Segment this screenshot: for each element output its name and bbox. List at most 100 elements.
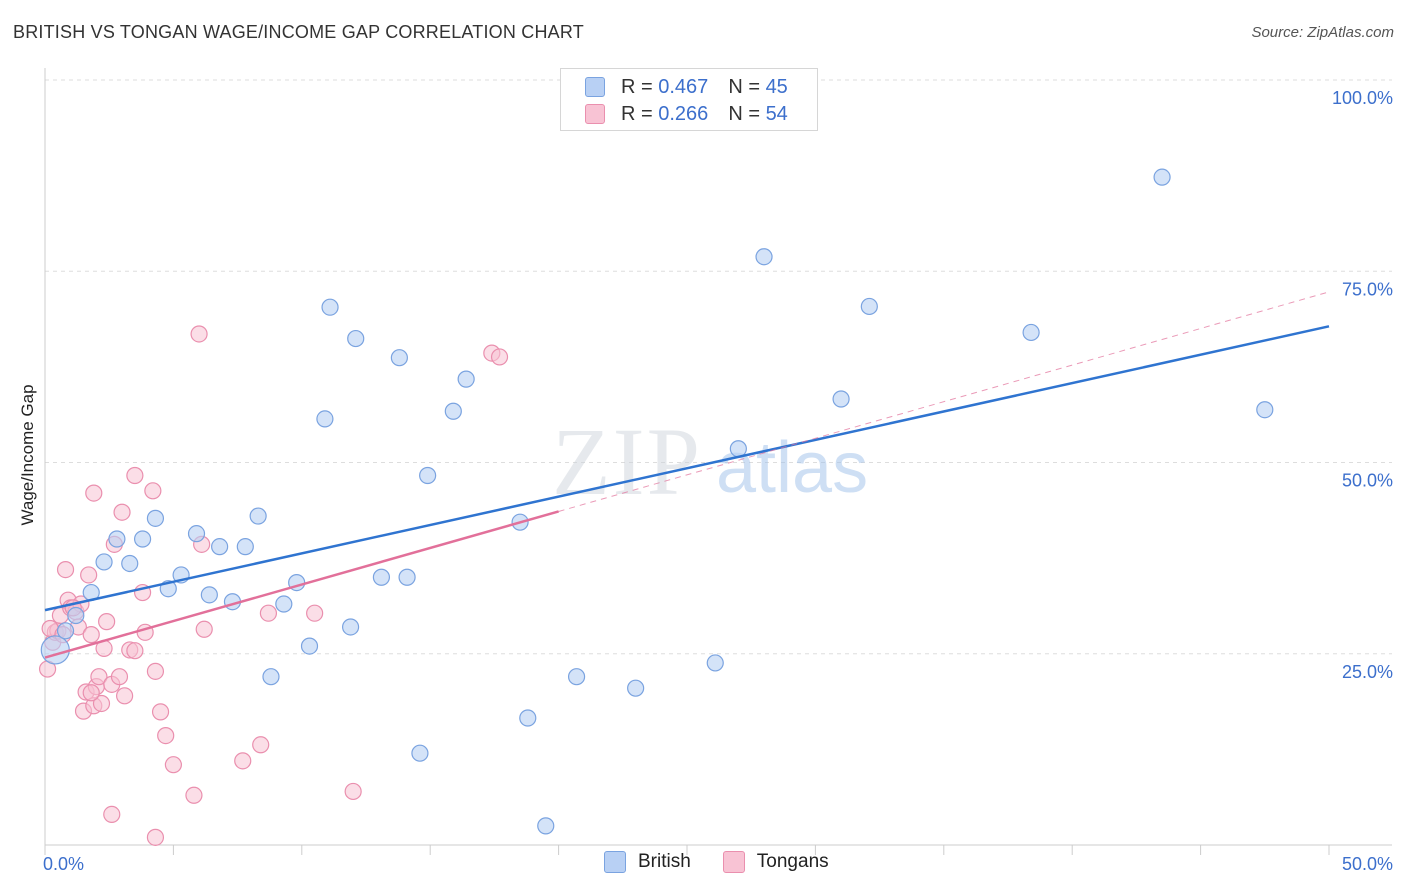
british-point [444,402,462,420]
british-point [860,297,878,316]
british-legend-swatch [604,851,626,873]
y-tick-label: 75.0% [1342,279,1393,299]
legend-item-british[interactable]: British [604,851,691,873]
legend-item-tongans[interactable]: Tongans [722,851,829,873]
british-point [755,248,773,266]
british-point [627,679,645,697]
source-label: Source: ZipAtlas.com [1251,24,1394,41]
tongan-point [126,466,144,485]
tongan-point [190,325,208,343]
tongan-point [92,694,111,713]
british-point [706,654,724,672]
x-tick-label: 50.0% [1342,854,1393,874]
british-point [95,553,113,571]
british-point [40,635,70,665]
british-r-value: 0.467 [658,75,709,98]
tongan-point [85,484,103,502]
tongan-point [164,756,182,774]
tongan-points [38,325,509,846]
british-n-label: N = [728,75,760,98]
british-point [519,709,537,727]
british-legend-label: British [638,851,691,872]
british-swatch [585,77,605,97]
british-point [300,637,319,655]
tongan-point [90,668,108,686]
british-point [211,538,229,556]
tongan-point [103,805,121,824]
tongan-point [110,668,129,686]
british-point [567,668,586,686]
y-tick-label: 100.0% [1332,88,1393,108]
tongan-point [195,620,213,638]
british-point [275,595,293,613]
tongan-trend-line [44,510,559,659]
british-point [1022,323,1040,342]
tongan-point [113,503,131,521]
british-point [832,390,850,408]
british-point [236,538,254,556]
british-point [133,530,152,548]
legend-row-tongan: R = 0.266 N = 54 [585,103,788,125]
british-point [537,817,555,835]
tongan-point [146,828,165,846]
british-trend-line [44,325,1330,612]
stats-legend: R = 0.467 N = 45 R = 0.266 N = 54 [560,68,818,131]
tongan-n-label: N = [728,102,760,125]
trend-lines [44,291,1330,659]
tongan-r-value: 0.266 [658,102,709,125]
tongan-trend-extension [558,291,1330,512]
tongan-point [144,482,162,500]
tongan-point [344,782,362,801]
y-tick-label: 25.0% [1342,662,1393,682]
tongan-point [80,566,98,584]
tongan-point [126,642,144,660]
british-point [347,329,365,348]
watermark: ZIP atlas [552,408,868,515]
tick-labels: 25.0% 50.0% 75.0% 100.0% 0.0% 50.0% [43,88,1393,874]
british-point [321,298,339,316]
tongan-point [185,786,203,804]
tongan-point [490,348,509,366]
british-point [390,349,408,367]
legend-row-british: R = 0.467 N = 45 [585,76,788,98]
tongan-point [146,662,165,680]
british-point [200,586,218,604]
tongan-legend-swatch [722,851,745,873]
tongan-r-label: R = [621,102,653,125]
british-point [1256,401,1274,419]
british-point [146,509,165,527]
british-point [249,507,267,525]
chart-title: BRITISH VS TONGAN WAGE/INCOME GAP CORREL… [13,22,584,42]
british-point [398,568,416,586]
british-point [1153,168,1171,186]
british-point [187,525,206,543]
tongan-point [98,613,116,631]
british-point [411,744,429,762]
tongan-n-value: 54 [765,102,788,125]
grid-lines [45,79,1392,655]
tongan-legend-label: Tongans [756,851,829,872]
series-legend: British Tongans [604,851,861,873]
watermark-zip: ZIP [552,408,702,515]
british-point [121,554,139,573]
tongan-point [259,604,278,622]
tongan-point [234,752,252,770]
axes [44,68,1392,855]
tongan-point [56,560,75,579]
tongan-point [151,703,170,721]
tongan-point [157,727,175,745]
british-point [457,370,475,388]
tongan-swatch [585,104,605,124]
tongan-point [82,684,100,702]
tongan-point [116,687,134,705]
y-tick-label: 50.0% [1342,471,1393,491]
british-n-value: 45 [765,75,788,98]
tongan-point [306,604,324,622]
british-point [262,668,280,686]
x-tick-label: 0.0% [43,854,84,874]
british-point [419,466,437,485]
british-point [316,410,334,428]
tongan-point [252,736,270,754]
british-point [729,440,747,458]
